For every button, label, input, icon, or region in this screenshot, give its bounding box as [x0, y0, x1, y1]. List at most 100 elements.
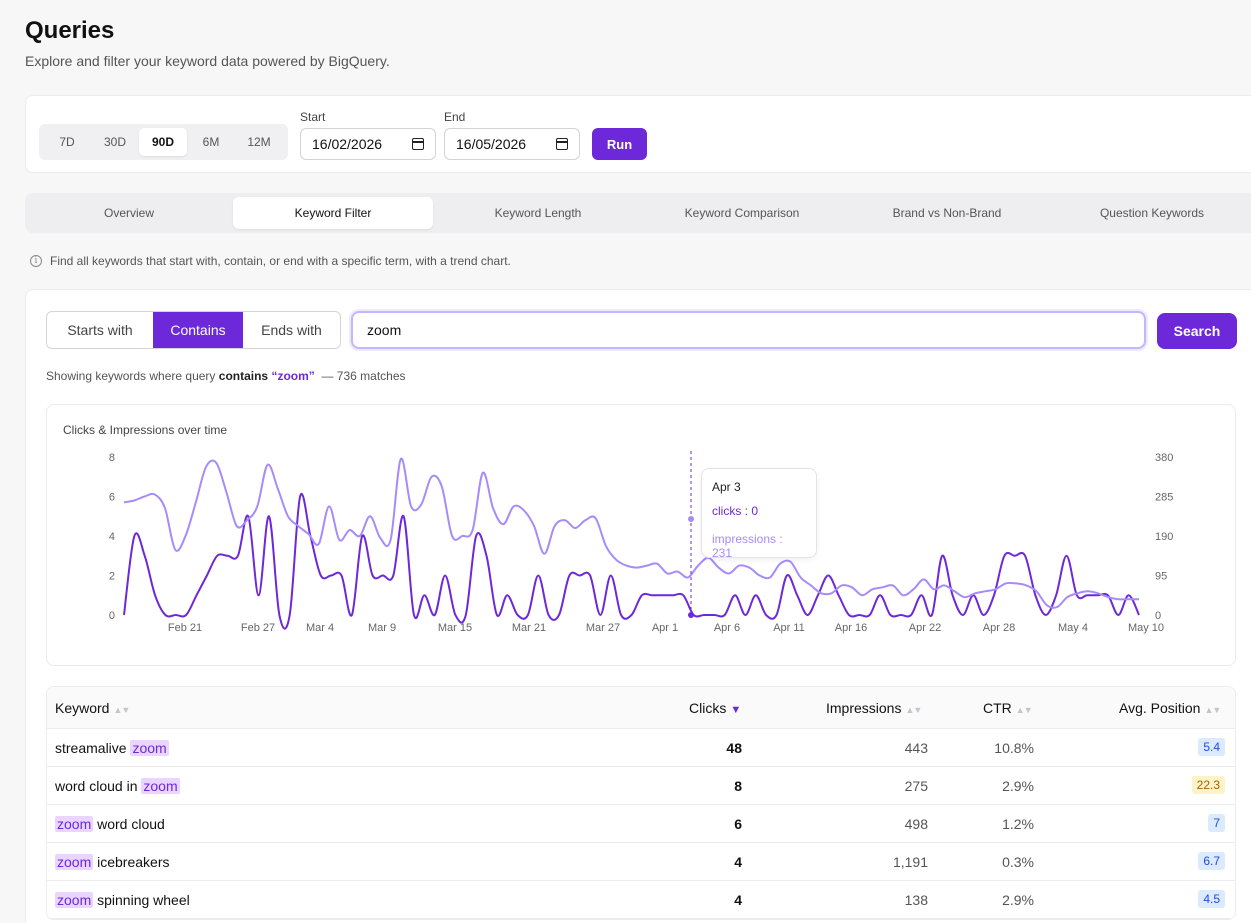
- calendar-icon[interactable]: [412, 138, 424, 150]
- x-tick-label: Mar 9: [368, 622, 396, 634]
- ctr-cell: 10.8%: [994, 740, 1034, 756]
- table-header: Keyword ▲▼ Clicks ▼ Impressions ▲▼ CTR ▲▼ Av…: [47, 687, 1235, 729]
- tab-keyword-filter[interactable]: Keyword Filter: [233, 197, 433, 229]
- info-icon: i: [30, 255, 42, 267]
- sort-icon: ▲▼: [905, 705, 922, 715]
- mode-ends-with[interactable]: Ends with: [261, 322, 322, 338]
- preset-30d[interactable]: 30D: [103, 135, 126, 149]
- search-input[interactable]: zoom: [351, 311, 1146, 349]
- keyword-cell: streamalive zoom: [55, 740, 169, 756]
- impressions-cell: 443: [904, 740, 928, 756]
- preset-7d[interactable]: 7D: [59, 135, 75, 149]
- position-badge: 4.5: [1198, 890, 1225, 908]
- y-left-tick-label: 0: [109, 610, 115, 622]
- summary-mode: contains: [218, 369, 269, 383]
- x-tick-label: Feb 27: [241, 622, 275, 634]
- tab-overview[interactable]: Overview: [103, 206, 154, 220]
- col-ctr-label: CTR: [983, 700, 1012, 716]
- x-tick-label: Apr 28: [983, 622, 1015, 634]
- sort-icon: ▲▼: [113, 705, 130, 715]
- keyword-suffix: spinning wheel: [93, 892, 190, 908]
- mode-starts-with[interactable]: Starts with: [67, 322, 133, 338]
- keyword-highlight: zoom: [55, 892, 94, 908]
- preset-90d[interactable]: 90D: [139, 128, 187, 156]
- clicks-active-dot: [688, 612, 694, 618]
- trend-chart: Clicks & Impressions over time 0 2 4 6 8 0 95 1…: [46, 404, 1236, 666]
- keyword-suffix: word cloud: [93, 816, 165, 832]
- x-tick-label: May 4: [1058, 622, 1088, 634]
- end-date-input[interactable]: 16/05/2026: [444, 128, 580, 160]
- x-tick-label: Mar 15: [438, 622, 472, 634]
- search-button[interactable]: Search: [1157, 313, 1237, 349]
- search-query: zoom: [367, 322, 402, 338]
- clicks-cell: 48: [726, 740, 742, 756]
- y-right-tick-label: 0: [1155, 610, 1161, 622]
- position-badge: 22.3: [1191, 776, 1225, 794]
- summary-count: — 736 matches: [321, 369, 406, 383]
- x-tick-label: Apr 16: [835, 622, 867, 634]
- position-badge: 6.7: [1198, 852, 1225, 870]
- sort-desc-icon: ▼: [730, 704, 741, 716]
- ctr-cell: 2.9%: [1002, 892, 1034, 908]
- x-tick-label: May 10: [1128, 622, 1164, 634]
- x-tick-label: Apr 6: [714, 622, 740, 634]
- keyword-highlight: zoom: [141, 778, 180, 794]
- start-date-input[interactable]: 16/02/2026: [300, 128, 436, 160]
- table-row[interactable]: word cloud in zoom 8 275 2.9% 22.3: [47, 767, 1235, 805]
- y-right-tick-label: 285: [1155, 492, 1173, 504]
- match-mode-toggle: Starts with Contains Ends with: [46, 311, 341, 349]
- clicks-cell: 4: [734, 854, 742, 870]
- impressions-cell: 1,191: [892, 854, 928, 870]
- keyword-suffix: icebreakers: [93, 854, 170, 870]
- clicks-cell: 6: [734, 816, 742, 832]
- col-avg-position[interactable]: Avg. Position ▲▼: [1119, 700, 1221, 716]
- keyword-prefix: streamalive: [55, 740, 131, 756]
- calendar-icon[interactable]: [556, 138, 568, 150]
- preset-6m[interactable]: 6M: [202, 135, 220, 149]
- x-tick-label: Mar 4: [306, 622, 334, 634]
- summary-term: “zoom”: [271, 369, 315, 383]
- keyword-table: Keyword ▲▼ Clicks ▼ Impressions ▲▼ CTR ▲▼ Av…: [46, 686, 1236, 920]
- col-impressions[interactable]: Impressions ▲▼: [826, 700, 922, 716]
- tab-brand-vs-non-brand[interactable]: Brand vs Non-Brand: [892, 206, 1002, 220]
- mode-contains[interactable]: Contains: [153, 312, 243, 348]
- impressions-cell: 275: [904, 778, 928, 794]
- start-date-label: Start: [300, 110, 326, 124]
- sort-icon: ▲▼: [1015, 705, 1033, 715]
- x-tick-label: Apr 1: [652, 622, 678, 634]
- x-tick-label: Apr 11: [773, 622, 805, 634]
- table-row[interactable]: zoom word cloud 6 498 1.2% 7: [47, 805, 1235, 843]
- table-row[interactable]: streamalive zoom 48 443 10.8% 5.4: [47, 729, 1235, 767]
- table-row[interactable]: zoom spinning wheel 4 138 2.9% 4.5: [47, 881, 1235, 919]
- trend-chart-svg: 0 2 4 6 8 0 95 190 285 380 Feb 21 Feb 27 Mar 4 Mar 9 M…: [109, 451, 1173, 634]
- report-tabs: Overview Keyword Filter Keyword Length K…: [25, 193, 1251, 233]
- keyword-cell: zoom spinning wheel: [55, 892, 190, 908]
- y-right-tick-label: 380: [1155, 452, 1173, 464]
- ctr-cell: 0.3%: [1002, 854, 1034, 870]
- col-position-label: Avg. Position: [1119, 700, 1201, 716]
- col-keyword[interactable]: Keyword ▲▼: [55, 700, 130, 716]
- tab-keyword-comparison[interactable]: Keyword Comparison: [684, 206, 800, 220]
- y-right-tick-label: 95: [1155, 571, 1167, 583]
- keyword-cell: zoom icebreakers: [55, 854, 170, 870]
- page-subtitle: Explore and filter your keyword data pow…: [25, 53, 390, 69]
- y-right-tick-label: 190: [1155, 531, 1173, 543]
- col-ctr[interactable]: CTR ▲▼: [983, 700, 1033, 716]
- match-summary: Showing keywords where query contains “z…: [46, 369, 406, 383]
- clicks-series-line: [123, 492, 1140, 630]
- x-tick-label: Feb 21: [168, 622, 202, 634]
- clicks-cell: 4: [734, 892, 742, 908]
- impressions-series-line: [123, 457, 1139, 609]
- x-tick-label: Apr 22: [909, 622, 941, 634]
- preset-12m[interactable]: 12M: [247, 135, 271, 149]
- y-left-tick-label: 4: [109, 531, 115, 543]
- page-title: Queries: [25, 17, 115, 44]
- run-button[interactable]: Run: [592, 128, 647, 160]
- table-row[interactable]: zoom icebreakers 4 1,191 0.3% 6.7: [47, 843, 1235, 881]
- start-date-value: 16/02/2026: [312, 136, 383, 152]
- col-clicks[interactable]: Clicks ▼: [689, 700, 741, 716]
- tab-question-keywords[interactable]: Question Keywords: [1099, 206, 1205, 220]
- keyword-filter-panel: Starts with Contains Ends with zoom Sear…: [25, 289, 1251, 923]
- hint-text: Find all keywords that start with, conta…: [50, 254, 511, 268]
- tab-keyword-length[interactable]: Keyword Length: [494, 206, 582, 220]
